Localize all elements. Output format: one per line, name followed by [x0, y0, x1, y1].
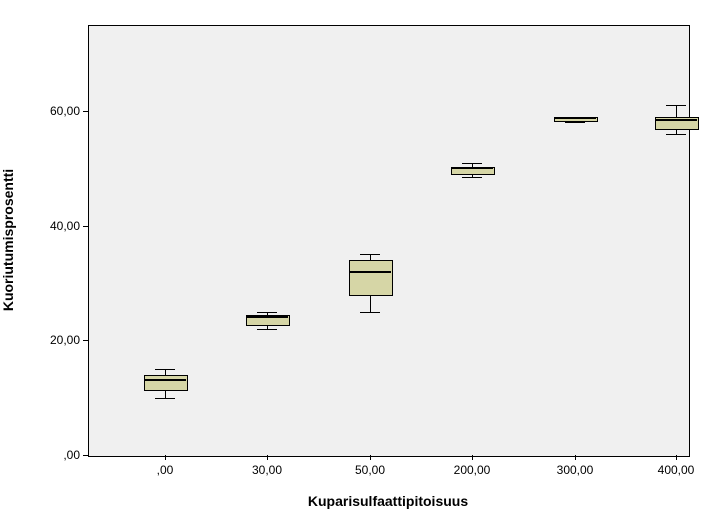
y-tick-label: 40,00 — [50, 219, 80, 233]
x-tick — [165, 455, 166, 460]
median-line — [246, 316, 288, 318]
y-tick — [83, 226, 88, 227]
x-tick — [472, 455, 473, 460]
x-tick-label: 200,00 — [454, 463, 491, 477]
whisker-cap — [155, 398, 175, 399]
whisker — [676, 105, 677, 116]
x-axis-label: Kuparisulfaattipitoisuus — [308, 493, 468, 509]
x-tick — [575, 455, 576, 460]
y-axis-label: Kuoriutumisprosentti — [0, 169, 16, 311]
whisker-cap — [462, 163, 482, 164]
y-tick-label: 60,00 — [50, 104, 80, 118]
x-tick-label: 300,00 — [557, 463, 594, 477]
whisker-cap — [155, 369, 175, 370]
whisker-cap — [666, 105, 686, 106]
whisker-cap — [360, 312, 380, 313]
whisker-cap — [666, 134, 686, 135]
whisker-cap — [360, 254, 380, 255]
y-tick-label: 20,00 — [50, 333, 80, 347]
whisker-cap — [257, 329, 277, 330]
median-line — [554, 117, 596, 119]
x-tick-label: 50,00 — [355, 463, 385, 477]
x-tick-label: ,00 — [157, 463, 174, 477]
median-line — [349, 271, 391, 273]
x-tick — [370, 455, 371, 460]
x-tick — [267, 455, 268, 460]
box — [144, 375, 188, 391]
box — [349, 260, 393, 296]
median-line — [655, 119, 697, 121]
whisker-cap — [565, 122, 585, 123]
y-tick — [83, 111, 88, 112]
y-tick — [83, 340, 88, 341]
y-tick — [83, 455, 88, 456]
median-line — [144, 379, 186, 381]
x-tick-label: 30,00 — [252, 463, 282, 477]
boxplot-chart: Kuoriutumisprosentti Kuparisulfaattipito… — [0, 0, 716, 515]
whisker — [370, 294, 371, 311]
y-tick-label: ,00 — [63, 448, 80, 462]
median-line — [451, 167, 493, 169]
whisker-cap — [462, 177, 482, 178]
whisker-cap — [257, 312, 277, 313]
plot-area — [88, 25, 690, 457]
x-tick-label: 400,00 — [658, 463, 695, 477]
x-tick — [676, 455, 677, 460]
